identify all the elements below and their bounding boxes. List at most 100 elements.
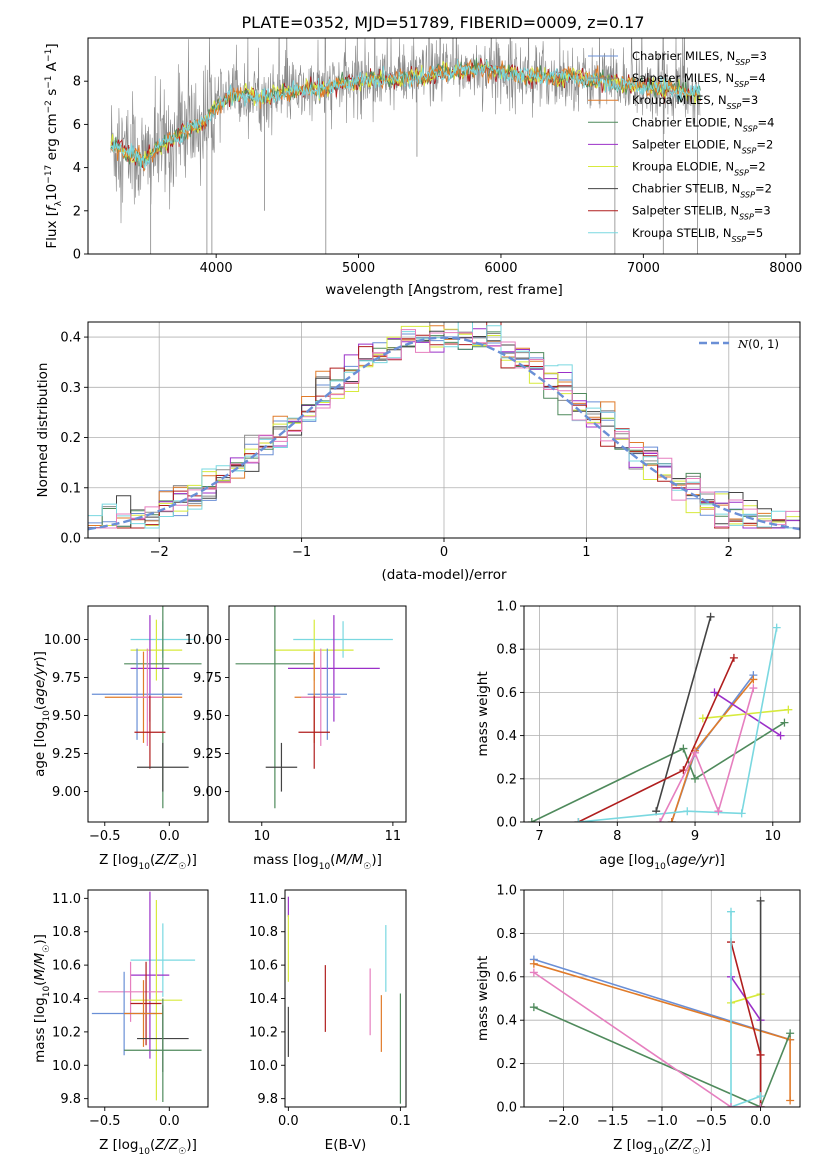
y-tick-label: 10.2	[52, 1025, 81, 1040]
y-tick-label: 11.0	[52, 892, 81, 907]
plot-area	[285, 890, 406, 1107]
legend-entry: Kroupa ELODIE, NSSP=2	[632, 160, 766, 178]
plot-content	[287, 896, 401, 1104]
y-tick-label: 0.2	[496, 1057, 517, 1072]
errorbar-point	[293, 621, 393, 658]
x-axis-label: age [log10(age/yr)]	[599, 852, 725, 872]
errorbar-point	[131, 648, 163, 746]
x-tick-label: −2	[150, 545, 169, 560]
errorbar-point	[124, 980, 163, 1047]
plot-area	[229, 606, 406, 822]
x-tick-label: 7000	[627, 261, 660, 276]
y-axis-label: mass weight	[475, 956, 491, 1041]
y-tick-label: 0.4	[60, 331, 81, 346]
x-axis-label: Z [log10(Z/Z☉)]	[99, 1137, 197, 1157]
y-tick-label: 0.6	[496, 970, 517, 985]
y-axis-label: mass weight	[475, 671, 491, 756]
x-tick-label: 10	[254, 829, 271, 844]
x-tick-label: 0.0	[750, 1114, 771, 1129]
x-axis-label: mass [log10(M/M☉)]	[253, 852, 382, 872]
x-tick-label: 0.1	[390, 1114, 411, 1129]
panel-age-vs-Z: −0.5 0.0 9.00 9.25 9.50 9.75 10.00 Z [log10(Z/Z…	[32, 605, 209, 872]
legend: Chabrier MILES, NSSP=3 Salpeter MILES, NS…	[588, 49, 774, 243]
x-tick-label: −0.5	[695, 1114, 727, 1129]
errorbar-point	[130, 923, 196, 997]
axes-frame	[228, 605, 407, 823]
errorbar-point	[137, 742, 189, 792]
plot-area	[524, 606, 800, 822]
y-tick-label: 0.6	[496, 686, 517, 701]
weight-marker	[529, 1003, 538, 1012]
legend-entry: Kroupa MILES, NSSP=3	[632, 93, 758, 111]
errorbar-point	[124, 998, 202, 1102]
weight-marker	[749, 675, 758, 684]
panel-residuals: −2 −1 0 1 2 0.0 0.1 0.2 0.3 0.4 N(0, 1) (data-model…	[35, 321, 801, 583]
histogram-series	[88, 333, 800, 529]
plot-content	[235, 606, 393, 809]
legend-entry: Chabrier STELIB, NSSP=2	[632, 182, 772, 200]
weight-marker	[786, 1096, 795, 1105]
weight-marker	[727, 1103, 735, 1107]
weight-marker	[784, 705, 793, 714]
y-tick-label: 0.8	[496, 643, 517, 658]
x-axis-label: Z [log10(Z/Z☉)]	[613, 1137, 711, 1157]
weight-series	[656, 684, 758, 822]
y-tick-label: 10.0	[249, 1059, 278, 1074]
y-tick-label: 0.0	[496, 1101, 517, 1116]
axes-frame	[87, 37, 801, 255]
y-tick-label: 10.6	[52, 959, 81, 974]
panel-massweight-vs-age: 7 8 9 10 0.0 0.2 0.4 0.6 0.8 1.0 age [log10(age/yr…	[475, 600, 801, 872]
plot-content	[524, 606, 800, 822]
panel-massweight-vs-Z: −2.0 −1.5 −1.0 −0.5 0.0 0.0 0.2 0.4 0.6 0.8 1.0 Z […	[475, 884, 801, 1157]
y-tick-label: 9.75	[52, 671, 81, 686]
weight-marker	[727, 907, 735, 916]
weight-marker	[756, 1103, 765, 1107]
x-tick-label: −1.5	[597, 1114, 629, 1129]
errorbar-point	[301, 648, 341, 746]
axes-frame	[284, 889, 407, 1108]
x-tick-label: −1	[292, 545, 311, 560]
errorbar-point	[130, 891, 170, 1059]
weight-marker	[527, 818, 536, 822]
y-tick-label: 0.2	[60, 431, 81, 446]
y-tick-label: 0.0	[60, 532, 81, 547]
y-tick-label: 8	[73, 75, 81, 90]
x-tick-label: −1.0	[646, 1114, 678, 1129]
y-tick-label: 10.8	[52, 925, 81, 940]
weight-marker	[756, 1092, 765, 1101]
normal-curve	[88, 336, 800, 531]
y-axis-label: age [log10(age/yr)]	[32, 651, 52, 777]
plot-content	[110, 38, 701, 254]
y-tick-label: 10.00	[185, 633, 222, 648]
axes-frame	[87, 605, 209, 823]
histogram-series	[88, 329, 800, 529]
y-tick-label: 1.0	[496, 600, 517, 615]
weight-marker	[691, 748, 700, 757]
x-tick-label: −0.5	[89, 829, 121, 844]
x-tick-label: 4000	[200, 261, 233, 276]
y-tick-label: 9.25	[52, 747, 81, 762]
weight-line	[533, 1006, 791, 1107]
y-tick-label: 9.75	[193, 671, 222, 686]
x-axis-label: Z [log10(Z/Z☉)]	[99, 852, 197, 872]
y-tick-label: 10.00	[44, 633, 81, 648]
y-tick-label: 9.8	[60, 1092, 81, 1107]
x-axis-label: E(B-V)	[325, 1137, 367, 1153]
y-tick-label: 0.2	[496, 772, 517, 787]
axes-frame	[523, 605, 801, 823]
y-tick-label: 2	[73, 204, 81, 219]
weight-marker	[756, 896, 765, 905]
weight-line	[659, 687, 755, 822]
errorbar-point	[288, 615, 380, 722]
weight-marker	[729, 653, 738, 662]
histogram-series	[88, 330, 800, 529]
y-tick-label: 10.0	[52, 1059, 81, 1074]
legend: N(0, 1)	[699, 337, 779, 351]
y-tick-label: 1.0	[496, 884, 517, 899]
x-tick-label: 0.0	[159, 829, 180, 844]
weight-marker	[772, 623, 781, 632]
x-tick-label: 5000	[342, 261, 375, 276]
axes-frame	[523, 889, 801, 1108]
legend-entry: Chabrier MILES, NSSP=3	[632, 49, 767, 67]
weight-marker	[529, 959, 538, 968]
